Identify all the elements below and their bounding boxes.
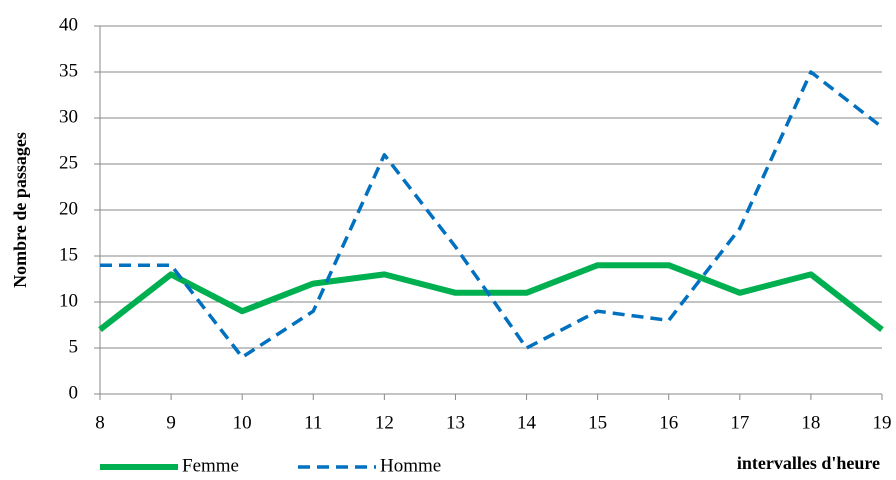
y-tick-label: 10 — [59, 290, 78, 311]
x-tick-label: 16 — [659, 412, 678, 433]
y-tick-label: 30 — [59, 106, 78, 127]
y-axis-label: Nombre de passages — [10, 132, 30, 288]
x-tick-label: 10 — [233, 412, 252, 433]
x-tick-label: 13 — [446, 412, 465, 433]
x-axis-label: intervalles d'heure — [737, 453, 880, 473]
x-tick-label: 9 — [166, 412, 176, 433]
series-line — [98, 262, 884, 332]
x-tick-label: 14 — [517, 412, 537, 433]
y-tick-label: 20 — [59, 198, 78, 219]
x-tick-label: 12 — [375, 412, 394, 433]
y-tick-label: 0 — [69, 382, 79, 403]
y-tick-label: 25 — [59, 152, 78, 173]
x-tick-label: 15 — [588, 412, 607, 433]
y-tick-label: 40 — [59, 14, 78, 35]
legend-label: Femme — [182, 455, 239, 476]
series-line — [100, 70, 884, 359]
x-tick-label: 18 — [801, 412, 820, 433]
x-tick-label: 8 — [95, 412, 105, 433]
x-tick-label: 19 — [873, 412, 892, 433]
x-tick-label: 11 — [304, 412, 322, 433]
y-tick-label: 35 — [59, 60, 78, 81]
y-tick-label: 15 — [59, 244, 78, 265]
y-tick-label: 5 — [69, 336, 79, 357]
legend-label: Homme — [380, 455, 441, 476]
x-tick-label: 17 — [730, 412, 749, 433]
